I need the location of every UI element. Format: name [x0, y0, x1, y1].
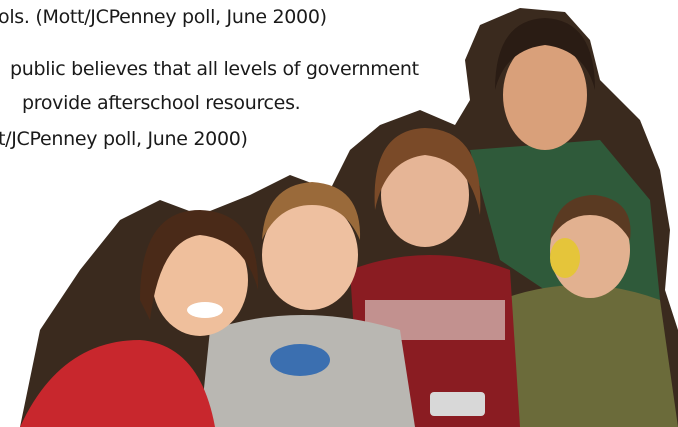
text-line: t/JCPenney poll, June 2000) [0, 128, 248, 150]
smile [187, 302, 223, 318]
camera [430, 392, 485, 416]
page: ols. (Mott/JCPenney poll, June 2000) pub… [0, 0, 678, 427]
text-line: ols. (Mott/JCPenney poll, June 2000) [0, 6, 327, 28]
shirt-logo [270, 344, 330, 376]
face-paint [550, 238, 580, 278]
text-line: provide afterschool resources. [22, 92, 300, 114]
face [503, 40, 587, 150]
shirt-camo [500, 285, 678, 427]
text-line: public believes that all levels of gover… [10, 58, 419, 80]
